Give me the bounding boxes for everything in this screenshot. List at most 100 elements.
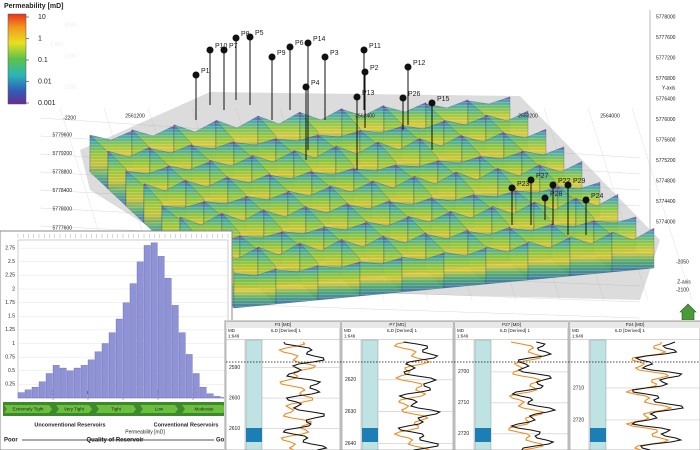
model-fence-layering (318, 261, 360, 300)
histogram-bar (59, 367, 67, 399)
depth-tick-label: 2700 (458, 369, 469, 375)
model-fence-layering (486, 242, 528, 284)
y-tick-label: 5778400 (53, 188, 73, 194)
model-fence-layering (570, 232, 612, 276)
model-fence-layering (144, 183, 162, 240)
log-scale: 1:649 (572, 334, 584, 339)
log-curve-black (397, 341, 442, 450)
model-fence-layering (360, 257, 402, 296)
well-label: P15 (437, 96, 450, 103)
depth-tick-label: 2710 (573, 385, 584, 391)
quality-label: Quality of Reservoir (86, 438, 144, 444)
y-tick-label: 0.5 (8, 368, 15, 374)
well-head (564, 181, 572, 189)
colorbar: Permeability [mD] 10 1 0.1 0.01 0.001 (0, 0, 98, 108)
log-scale: 1:649 (228, 334, 240, 339)
y-tick-label: 5777600 (53, 225, 73, 231)
z-tick-label: -2100 (676, 287, 689, 293)
y-tick-label: 2.5 (8, 259, 15, 265)
log-curve-black (282, 341, 328, 450)
model-fence-layering (126, 170, 144, 223)
log-header (570, 322, 700, 328)
group-label: Unconventional Reservoirs (34, 422, 105, 428)
class-arrow (96, 405, 136, 413)
histogram-bar (66, 370, 74, 399)
y-tick-label: 5777200 (656, 55, 676, 61)
well-label: P1 (201, 68, 210, 75)
y-tick-label: 5778000 (53, 207, 73, 213)
well-head (232, 34, 240, 42)
y-tick-label: 1.75 (5, 300, 15, 306)
histogram-bar (136, 261, 144, 399)
y-tick-label: 1.25 (5, 327, 15, 333)
log-curve-orange (508, 341, 544, 450)
depth-tick-label: 2600 (229, 395, 240, 401)
well-head (541, 194, 549, 202)
well-head (360, 46, 368, 54)
x-tick-label: 2564000 (600, 113, 620, 119)
z-tick-label: -2050 (676, 259, 689, 265)
well-label: P28 (550, 191, 563, 198)
class-label: Moderate (194, 407, 214, 412)
model-fence-layering (276, 265, 318, 304)
y-tick-label: 5774400 (656, 199, 676, 205)
well-label: P3 (330, 50, 339, 57)
well-label: P13 (362, 90, 375, 97)
y-tick-label: 5777600 (656, 35, 676, 41)
class-arrow (56, 405, 92, 413)
depth-tick-label: 2610 (229, 426, 240, 432)
well-head (192, 71, 200, 79)
y-axis-label: Y-axis (662, 85, 676, 91)
histogram-bar (45, 373, 53, 399)
y-tick-label: 5775600 (656, 137, 676, 143)
z-axis-label: Z-axis (677, 279, 691, 285)
depth-tick-label: 2720 (458, 431, 469, 437)
colorbar-tick-label: 1 (38, 35, 42, 42)
well-label: P7 (229, 43, 238, 50)
log-track-label: ILD [Derived] 1 (615, 328, 646, 333)
class-label: Tight (111, 407, 122, 412)
class-label: Low (155, 407, 164, 412)
well-head (404, 63, 412, 71)
log-curve-orange (625, 341, 673, 450)
depth-tick-label: 2710 (458, 400, 469, 406)
histogram-bar (178, 332, 186, 399)
model-fence-layering (234, 268, 276, 308)
log-header (226, 322, 340, 328)
well-head (206, 46, 214, 54)
log-md-label: MD (572, 328, 580, 333)
histogram-bar (192, 373, 200, 399)
well-head (549, 181, 557, 189)
well-head (286, 43, 294, 51)
facies-track (361, 339, 379, 450)
histogram-bar (122, 302, 130, 399)
colorbar-tick-label: 0.1 (38, 57, 48, 64)
model-fence-layering (90, 135, 108, 189)
well-label: P4 (311, 80, 320, 87)
depth-tick-label: 2590 (229, 365, 240, 371)
colorbar-title: Permeability [mD] (4, 3, 64, 10)
log-md-label: MD (457, 328, 465, 333)
histogram-bar (199, 386, 207, 399)
well-head (268, 53, 276, 61)
class-label: Extremely Tight (12, 407, 44, 412)
model-fence-layering (444, 247, 486, 288)
colorbar-tick-label: 0.001 (38, 100, 56, 107)
well-label: P24 (591, 193, 604, 200)
y-tick-label: 5774000 (656, 219, 676, 225)
well-label: P22 (558, 178, 571, 185)
well-label: P26 (408, 91, 421, 98)
histogram-bar (31, 386, 39, 399)
histogram-bar (101, 343, 109, 399)
histogram-bar (129, 283, 137, 399)
histogram-bar (143, 245, 151, 399)
x-tick-label: 2561200 (125, 113, 145, 119)
y-tick-label: 2 (12, 286, 15, 292)
histogram-panel: 0.250.50.7511.251.51.7522.252.52.750.001… (0, 230, 233, 450)
log-title: P24 [MD] (626, 322, 645, 327)
well-label: P29 (573, 178, 586, 185)
well-head (353, 93, 361, 101)
well-head (321, 53, 329, 61)
